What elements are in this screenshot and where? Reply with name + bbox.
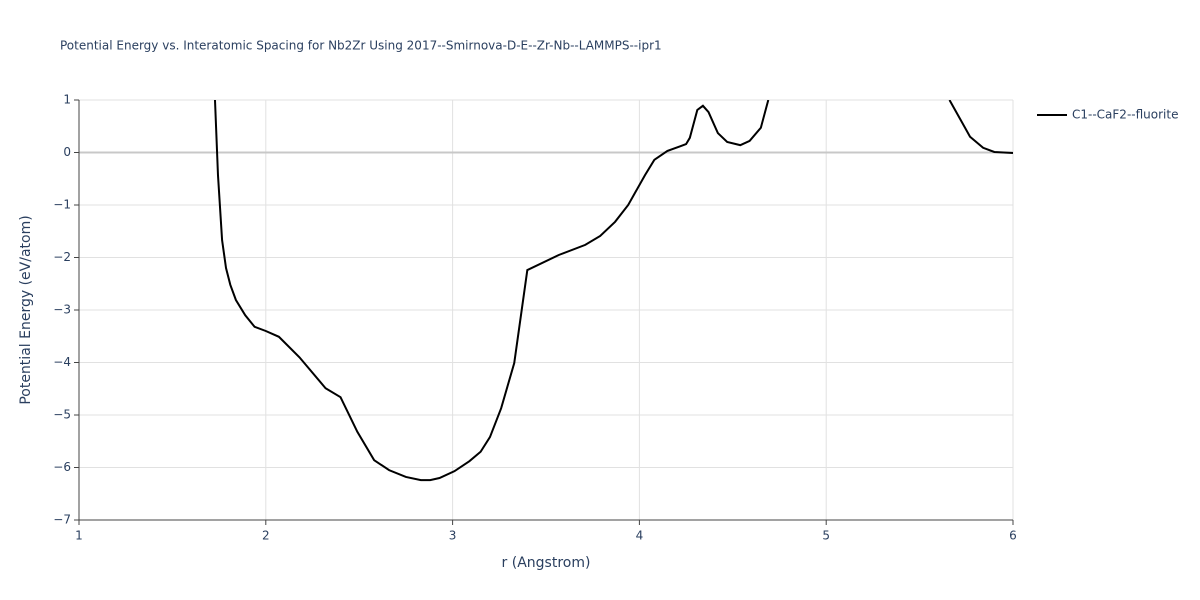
y-tick-label: −6 xyxy=(53,460,71,474)
x-axis-label: r (Angstrom) xyxy=(502,555,591,571)
y-tick-label: 0 xyxy=(63,145,71,159)
y-tick-label: 1 xyxy=(63,93,71,107)
x-tick-label: 5 xyxy=(822,529,830,543)
y-tick-label: −3 xyxy=(53,303,71,317)
legend-label: C1--CaF2--fluorite xyxy=(1072,108,1178,122)
chart-title: Potential Energy vs. Interatomic Spacing… xyxy=(60,39,662,53)
x-tick-label: 1 xyxy=(75,529,83,543)
y-axis-label: Potential Energy (eV/atom) xyxy=(18,215,34,404)
y-tick-label: −1 xyxy=(53,198,71,212)
data-line xyxy=(213,100,1013,482)
x-tick-label: 2 xyxy=(262,529,270,543)
y-tick-label: −2 xyxy=(53,250,71,264)
x-tick-label: 4 xyxy=(636,529,644,543)
x-tick-label: 6 xyxy=(1009,529,1017,543)
y-tick-label: −5 xyxy=(53,408,71,422)
y-tick-label: −7 xyxy=(53,513,71,527)
x-tick-label: 3 xyxy=(449,529,457,543)
y-tick-label: −4 xyxy=(53,355,71,369)
